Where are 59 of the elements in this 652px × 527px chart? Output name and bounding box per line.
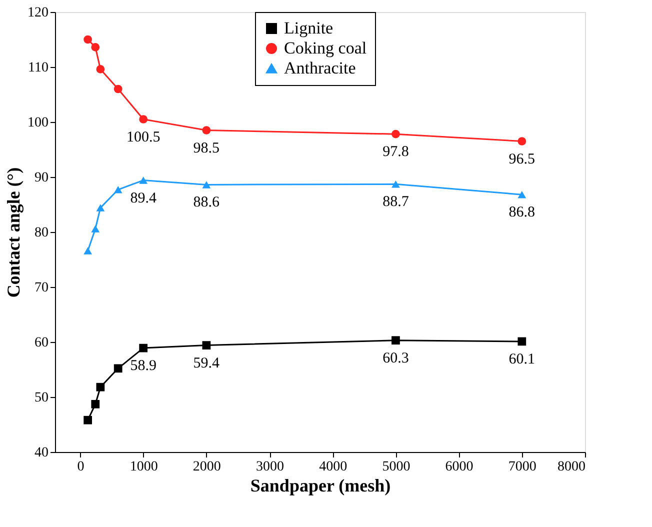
data-label: 86.8 (508, 204, 536, 221)
data-label: 100.5 (126, 129, 160, 146)
data-label: 60.1 (508, 351, 536, 368)
point (114, 364, 122, 373)
data-label: 59.4 (193, 355, 220, 372)
y-tick-label: 100 (28, 116, 48, 130)
point (91, 43, 100, 52)
x-tick-label: 0 (77, 460, 84, 474)
data-label: 98.5 (193, 140, 220, 156)
point (202, 341, 211, 350)
x-tick-label: 1000 (130, 460, 158, 474)
x-tick-label: 7000 (508, 460, 536, 474)
data-label: 60.3 (382, 350, 409, 366)
point (114, 84, 122, 94)
data-label: 97.8 (382, 144, 409, 160)
point (518, 337, 526, 346)
point (139, 344, 148, 352)
y-tick-label: 90 (34, 170, 48, 186)
point (84, 416, 92, 424)
point (84, 35, 92, 44)
point (518, 137, 526, 146)
point (202, 181, 211, 188)
x-tick-label: 5000 (382, 460, 410, 474)
point (392, 180, 400, 188)
point (96, 382, 105, 392)
point (392, 336, 400, 345)
x-tick-label: 2000 (192, 460, 221, 474)
y-axis-title: Contact angle (°) (4, 167, 24, 298)
data-label: 58.9 (130, 358, 156, 374)
y-tick-label: 120 (28, 6, 48, 20)
point (84, 247, 92, 254)
point (139, 115, 148, 124)
legend-label: Anthracite (284, 58, 356, 78)
point (96, 204, 105, 212)
legend-label: Lignite (284, 18, 334, 38)
y-tick-label: 40 (34, 446, 48, 460)
point (91, 225, 100, 232)
point (139, 176, 148, 184)
y-tick-label: 50 (34, 390, 48, 406)
point (91, 400, 100, 408)
data-label: 88.7 (382, 194, 410, 210)
data-label: 89.4 (130, 190, 157, 206)
x-tick-label: 3000 (256, 460, 284, 474)
data-label: 96.5 (508, 151, 536, 168)
legend-label: Coking coal (284, 38, 367, 58)
point (392, 130, 400, 138)
x-axis-title: Sandpaper (mesh) (250, 476, 391, 496)
point (96, 65, 105, 74)
x-tick-label: 8000 (558, 460, 586, 474)
y-tick-label: 60 (34, 336, 48, 350)
y-tick-label: 70 (34, 280, 48, 296)
x-tick-label: 6000 (445, 460, 474, 474)
data-label: 88.6 (193, 194, 220, 211)
point (202, 126, 211, 134)
y-tick-label: 110 (28, 60, 48, 76)
point (518, 190, 526, 198)
point (114, 186, 122, 194)
y-tick-label: 80 (34, 226, 48, 240)
x-tick-label: 4000 (319, 460, 348, 474)
